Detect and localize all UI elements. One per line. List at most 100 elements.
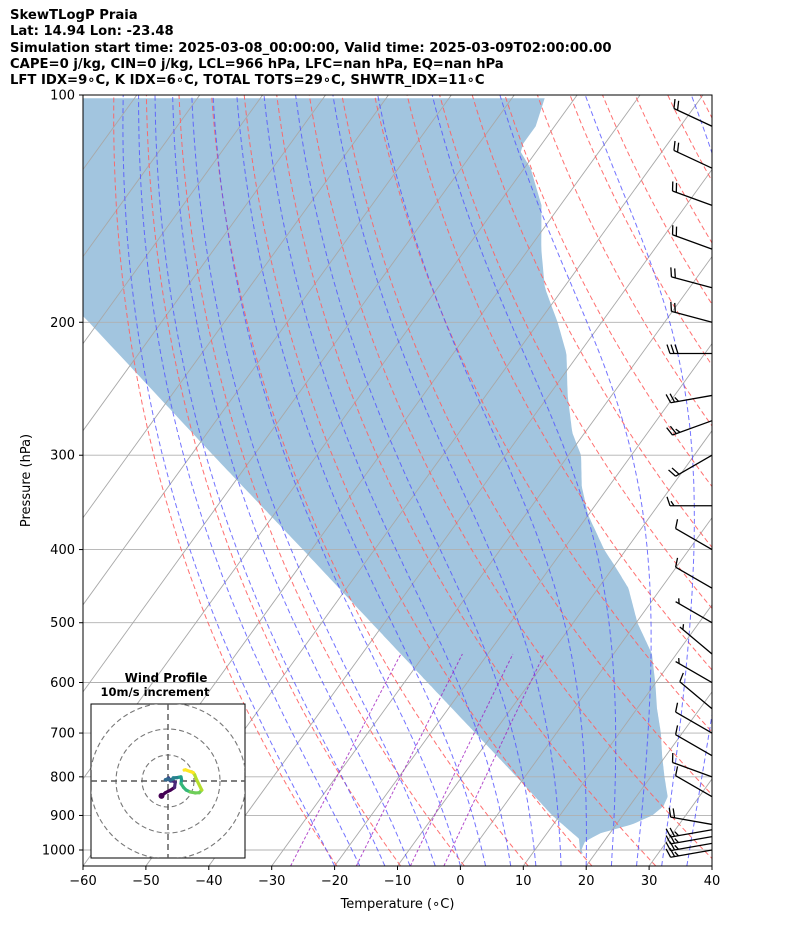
y-tick-label: 500: [50, 616, 75, 631]
wind-barb: [665, 847, 713, 858]
moist-adiabat: [172, 95, 411, 866]
wind-barb: [671, 225, 713, 250]
dry-adiabat: [536, 95, 712, 427]
dry-adiabat: [667, 95, 712, 183]
moist-adiabat: [154, 95, 386, 866]
wind-barb: [666, 344, 712, 355]
y-tick-label: 700: [50, 727, 75, 742]
wind-barb: [673, 99, 713, 127]
simulation-times: Simulation start time: 2025-03-08_00:00:…: [10, 40, 612, 56]
mixing-ratio-line: [355, 653, 463, 866]
y-tick-label: 400: [50, 543, 75, 558]
hodograph-segment: [195, 778, 204, 792]
dry-adiabat: [765, 95, 794, 866]
moist-adiabat: [236, 95, 487, 866]
x-tick-label: −10: [384, 874, 411, 889]
wind-barb: [668, 454, 713, 477]
dry-adiabat: [374, 95, 712, 733]
station-title: SkewTLogP Praia: [10, 8, 138, 23]
moist-adiabat: [122, 95, 336, 866]
moist-adiabat: [711, 863, 712, 866]
y-tick-label: 100: [50, 89, 75, 104]
location-coordinates: Lat: 14.94 Lon: -23.48: [10, 24, 174, 40]
wind-barbs: [665, 99, 713, 858]
y-axis-label: Pressure (hPa): [19, 434, 34, 527]
y-tick-label: 900: [50, 809, 75, 824]
convective-parameters: CAPE=0 j/kg, CIN=0 j/kg, LCL=966 hPa, LF…: [10, 56, 504, 72]
x-tick-label: 0: [456, 874, 464, 889]
dry-adiabat: [276, 95, 657, 866]
isotherm-gridline: [83, 95, 326, 432]
x-tick-label: −50: [132, 874, 159, 889]
x-tick-label: −60: [69, 874, 96, 889]
wind-barb: [679, 672, 713, 710]
wind-barb: [674, 519, 713, 551]
dry-adiabat: [341, 95, 712, 796]
x-tick-label: −40: [195, 874, 222, 889]
wind-barb: [674, 557, 713, 589]
isotherm-gridline: [0, 95, 11, 866]
x-tick-label: 20: [578, 874, 595, 889]
y-tick-label: 800: [50, 770, 75, 785]
mixing-ratio-line: [409, 653, 514, 866]
isotherm-gridline: [83, 95, 452, 606]
wind-barb: [665, 827, 713, 838]
isotherm-gridline: [0, 95, 74, 866]
wind-barb: [666, 496, 712, 507]
dry-adiabat: [178, 95, 465, 866]
parcel-temperature-shading: [83, 98, 668, 854]
isotherm-gridline: [83, 95, 515, 693]
isotherm-gridline: [83, 95, 201, 258]
wind-barb: [665, 393, 713, 404]
moist-adiabat: [191, 95, 436, 866]
y-tick-label: 1000: [42, 844, 75, 859]
axes: −60 −50 −40 −30 −20 −10 0 10 20 30 40 100 200 300 400 5…: [19, 89, 720, 913]
isotherm-gridline: [208, 168, 712, 866]
chart-header: SkewTLogP Praia Lat: 14.94 Lon: -23.48 S…: [10, 8, 612, 89]
hodograph-start-marker: [158, 792, 165, 799]
x-tick-label: 10: [515, 874, 532, 889]
wind-barb: [666, 420, 713, 436]
dry-adiabat: [145, 95, 402, 866]
isotherm-gridline: [585, 691, 712, 866]
y-tick-label: 600: [50, 676, 75, 691]
x-tick-label: 40: [704, 874, 721, 889]
dry-adiabat: [211, 95, 529, 866]
wind-barb: [679, 624, 713, 655]
isotherm-gridline: [271, 255, 712, 866]
wind-barb: [670, 267, 713, 289]
stability-indices: LFT IDX=9∘C, K IDX=6∘C, TOTAL TOTS=29∘C,…: [10, 73, 485, 89]
dry-adiabat: [113, 95, 338, 866]
dry-adiabat: [733, 95, 794, 866]
x-tick-label: −30: [258, 874, 285, 889]
isotherm-gridline: [83, 95, 389, 519]
dry-adiabat: [243, 95, 593, 866]
moist-adiabat: [295, 95, 537, 866]
moist-adiabat: [686, 95, 712, 866]
isotherm-gridline: [397, 429, 712, 866]
x-axis-label: Temperature (∘C): [340, 897, 455, 912]
y-tick-label: 300: [50, 449, 75, 464]
wind-barb: [675, 658, 713, 684]
moist-adiabat: [212, 95, 461, 866]
wind-barb: [674, 725, 713, 757]
moist-adiabat: [138, 95, 361, 866]
y-tick-label: 200: [50, 316, 75, 331]
wind-barb: [671, 181, 713, 206]
wind-barb: [671, 752, 713, 778]
wind-barb: [674, 702, 713, 734]
x-tick-label: 30: [641, 874, 658, 889]
dry-adiabat: [406, 95, 712, 671]
dry-adiabat: [308, 95, 712, 860]
wind-barb: [675, 598, 713, 624]
isotherm-gridline: [460, 516, 712, 866]
hodograph-subtitle: 10m/s increment: [101, 685, 210, 699]
wind-barb: [668, 807, 713, 826]
wind-barb: [674, 766, 713, 798]
dry-adiabat: [699, 95, 712, 119]
mixing-ratio-line: [290, 653, 402, 866]
isotherm-gridline: [83, 95, 264, 345]
isotherm-gridline: [711, 865, 712, 866]
